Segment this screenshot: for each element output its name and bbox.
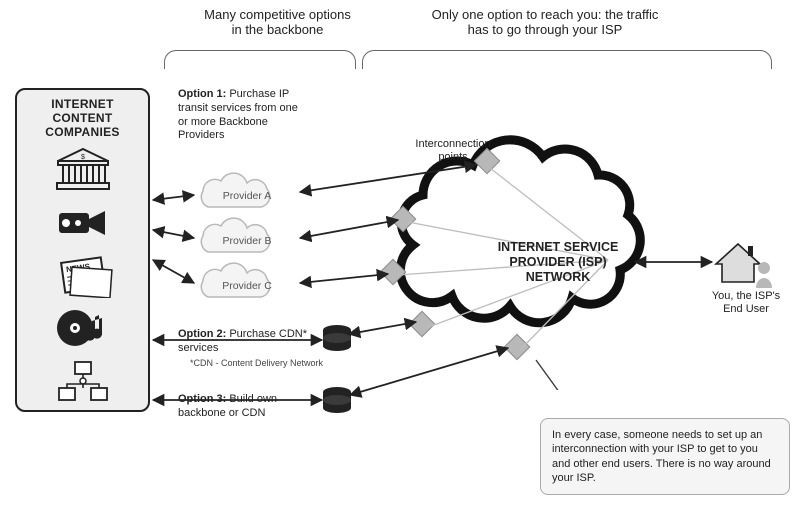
cdn-stack-1-icon <box>320 322 354 356</box>
cdn-stack-2-icon <box>320 384 354 418</box>
house-icon <box>712 234 778 290</box>
end-user-label: You, the ISP'sEnd User <box>706 290 786 316</box>
note-box: In every case, someone needs to set up a… <box>540 418 790 495</box>
